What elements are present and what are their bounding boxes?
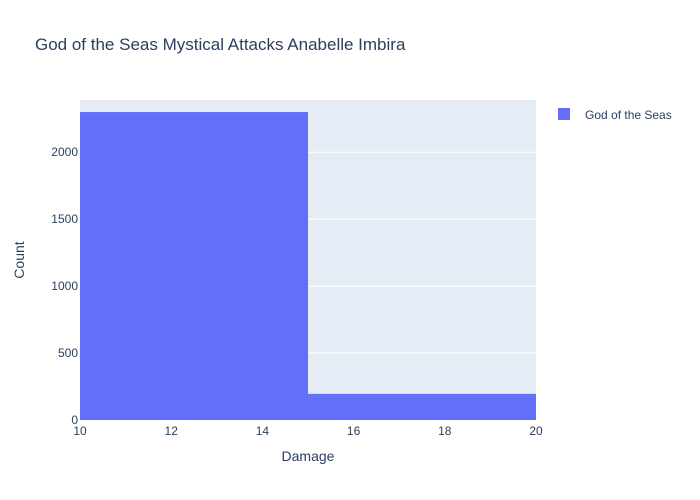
x-tick-label: 12 — [165, 424, 179, 438]
x-tick-label: 20 — [529, 424, 543, 438]
x-tick-label: 10 — [73, 424, 87, 438]
y-tick-label: 0 — [71, 413, 78, 427]
x-tick-label: 14 — [256, 424, 270, 438]
y-tick-label: 2000 — [51, 145, 78, 159]
y-axis-ticks: 0 500 1000 1500 2000 — [51, 145, 78, 427]
x-axis-ticks: 10 12 14 16 18 20 — [73, 424, 543, 438]
x-axis-title: Damage — [282, 448, 335, 464]
histogram-bar[interactable] — [80, 112, 308, 421]
histogram-bar[interactable] — [308, 393, 536, 420]
y-tick-label: 1000 — [51, 279, 78, 293]
y-axis-title: Count — [11, 241, 27, 278]
legend-label[interactable]: God of the Seas — [585, 108, 672, 122]
y-tick-label: 500 — [58, 346, 78, 360]
histogram-bars — [80, 112, 536, 421]
x-tick-label: 18 — [438, 424, 452, 438]
legend-swatch[interactable] — [558, 108, 570, 120]
chart-title: God of the Seas Mystical Attacks Anabell… — [35, 35, 406, 54]
y-tick-label: 1500 — [51, 212, 78, 226]
x-tick-label: 16 — [347, 424, 361, 438]
legend[interactable]: God of the Seas — [558, 108, 672, 122]
